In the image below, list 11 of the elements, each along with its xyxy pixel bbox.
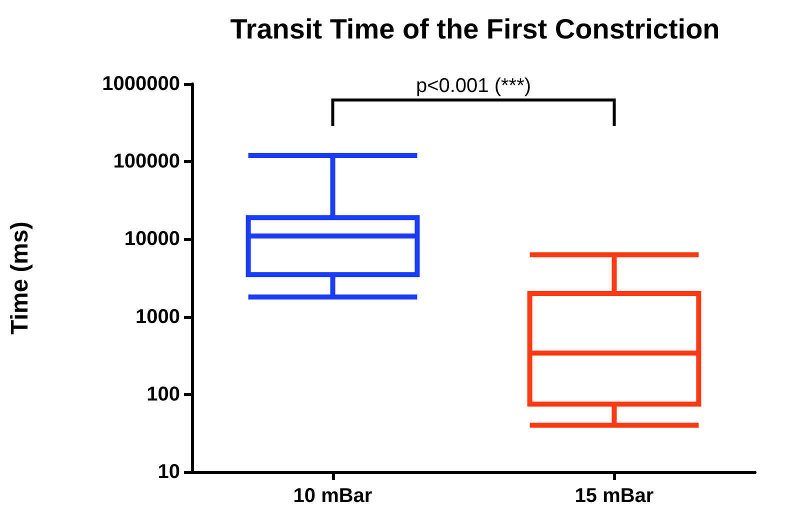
y-tick-label: 1000: [136, 306, 180, 328]
y-tick-label: 100000: [113, 150, 180, 173]
chart-title: Transit Time of the First Constriction: [230, 14, 720, 44]
y-tick-label: 100: [146, 383, 180, 406]
annotation: p<0.001 (***): [416, 75, 532, 97]
y-tick-label: 10: [158, 461, 180, 483]
x-tick-label: 10 mBar: [293, 485, 372, 507]
x-tick-label: 15 mBar: [574, 485, 654, 507]
y-tick-label: 10000: [124, 228, 180, 250]
y-axis-title: Time (ms): [6, 222, 34, 334]
y-tick-label: 1000000: [102, 73, 180, 95]
